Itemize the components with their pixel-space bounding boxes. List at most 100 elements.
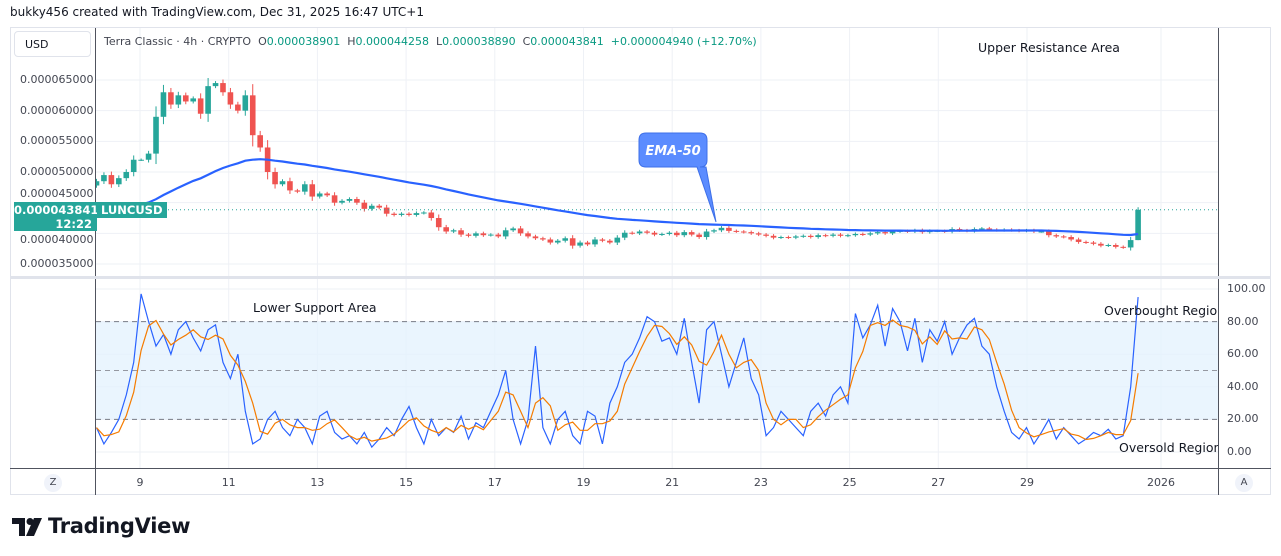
candle-body [458, 230, 464, 235]
candle [287, 177, 293, 194]
candle-body [331, 195, 338, 203]
candle [130, 155, 137, 177]
candle-body [354, 198, 360, 203]
candle-body [324, 193, 330, 196]
candle-body [651, 232, 658, 235]
candle [220, 79, 226, 96]
close-label: C [522, 35, 531, 48]
open-value: 0.000038901 [266, 35, 341, 48]
candle-body [182, 95, 189, 102]
tradingview-logo: TradingView [12, 514, 190, 541]
candle-body [294, 190, 301, 192]
symbol-tag: LUNCUSD [97, 201, 167, 218]
candle [205, 78, 211, 122]
time-tick-label: 2026 [1147, 476, 1175, 489]
candle [778, 235, 784, 240]
high-value: 0.000044258 [355, 35, 429, 48]
time-tick-label: 17 [487, 476, 502, 489]
price-tick-label: 0.000055000 [20, 134, 94, 148]
candle [763, 233, 769, 238]
last-price: 0.000043841 [14, 202, 99, 217]
overbought-label: Overbought Region [1104, 303, 1218, 318]
candle [465, 233, 472, 238]
candle [614, 235, 621, 246]
candle-body [584, 242, 591, 245]
candle-body [1060, 236, 1067, 238]
candle-body [145, 153, 152, 160]
candle [450, 228, 457, 234]
candle [540, 236, 546, 242]
candle-body [1135, 209, 1141, 241]
candle [309, 179, 316, 201]
candle [279, 179, 286, 187]
candle [674, 230, 680, 238]
candle-body [845, 235, 851, 237]
candle [435, 214, 442, 231]
candle-body [874, 232, 881, 234]
candle-body [443, 227, 449, 232]
candle [584, 240, 591, 247]
candle-body [815, 235, 821, 238]
open-label: O [258, 35, 267, 48]
candle-body [123, 172, 130, 179]
candle [554, 239, 561, 245]
candle-body [368, 205, 375, 209]
candle-body [540, 238, 546, 240]
candle [354, 196, 360, 205]
candle-body [212, 83, 219, 87]
symbol-info: Terra Classic · 4h · CRYPTO [104, 35, 252, 48]
candle [1112, 243, 1119, 249]
candle [398, 212, 405, 217]
d-line [96, 319, 1139, 442]
candle [1083, 240, 1089, 244]
auto-scale-button[interactable]: A [1235, 474, 1253, 492]
candle [153, 106, 159, 165]
candle [376, 204, 383, 210]
candle [145, 150, 152, 163]
candle [621, 230, 628, 241]
time-tick-label: 11 [221, 476, 236, 489]
chart-frame [10, 27, 1271, 495]
candle-body [636, 231, 643, 234]
candle [525, 231, 531, 239]
candle-body [1068, 237, 1074, 240]
zoom-reset-button[interactable]: Z [44, 474, 62, 492]
candle-body [629, 232, 635, 234]
candle-body [376, 205, 383, 208]
candle-body [525, 233, 531, 237]
candle [488, 233, 494, 237]
candle-body [138, 159, 144, 161]
candle-body [175, 95, 182, 105]
candle-body [1038, 231, 1045, 233]
candle-body [361, 202, 368, 209]
candle [346, 197, 353, 203]
candle-body [272, 172, 278, 185]
candle [473, 231, 479, 238]
candle [726, 225, 732, 233]
candle [636, 229, 643, 236]
candle-body [249, 95, 256, 136]
callout-bubble [638, 132, 717, 223]
candle [659, 232, 665, 236]
candle-body [116, 178, 122, 185]
candle-body [428, 212, 435, 219]
stoch-rsi-lines [96, 293, 1139, 449]
time-tick-label: 27 [931, 476, 946, 489]
currency-button[interactable]: USD [14, 31, 91, 57]
price-tick-label: 0.000065000 [20, 73, 94, 86]
candle-body [495, 234, 502, 237]
candle-body [614, 237, 621, 243]
candle-body [666, 232, 673, 234]
price-tick-label: 0.000050000 [20, 165, 94, 178]
candle-body [562, 238, 569, 241]
candle-body [696, 234, 702, 238]
candle [837, 233, 844, 238]
candle [830, 233, 836, 238]
chart-credit: bukky456 created with TradingView.com, D… [10, 5, 424, 19]
candle-body [473, 233, 479, 236]
candle [644, 229, 650, 235]
candle-body [979, 228, 985, 230]
last-price-tag: 0.000043841 12:22 [14, 201, 99, 231]
time-tick-label: 29 [1020, 476, 1034, 489]
